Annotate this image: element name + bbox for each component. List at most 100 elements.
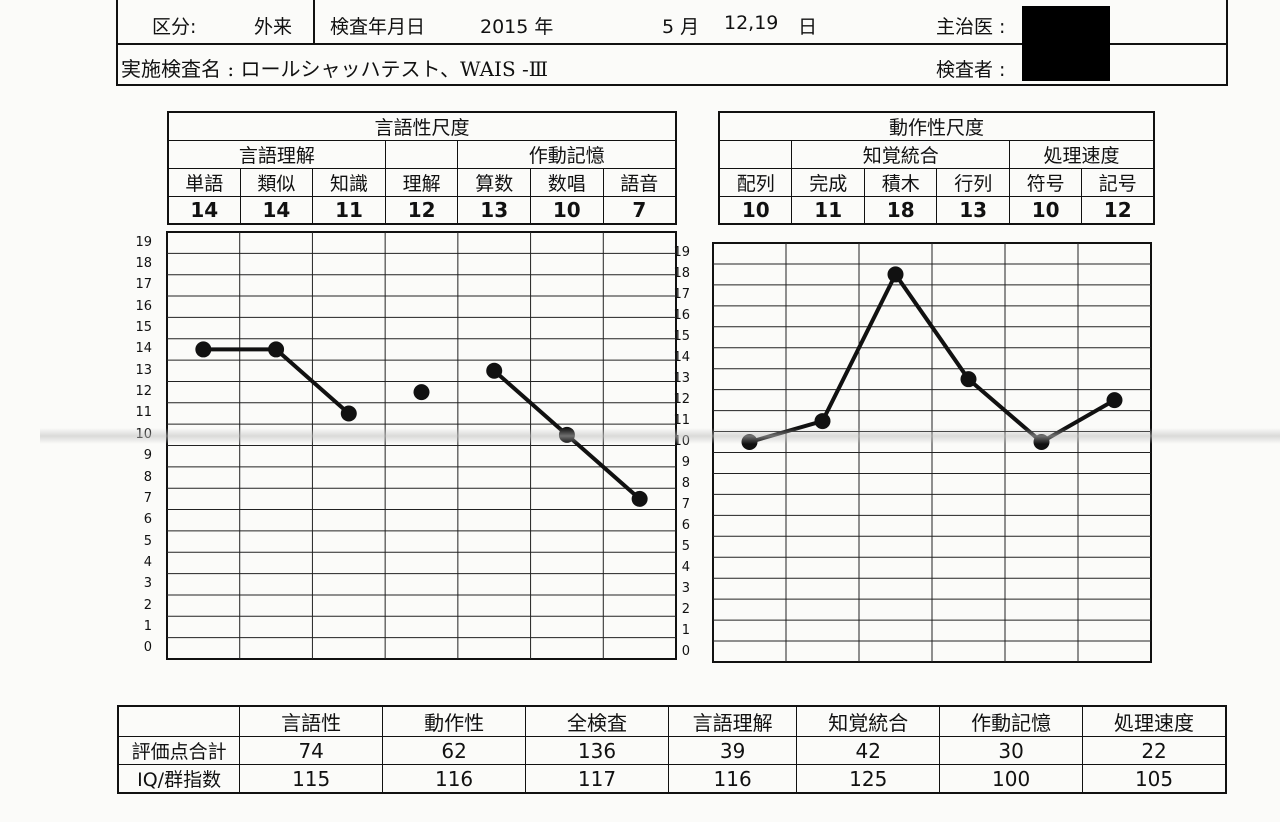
performance-score: 10 bbox=[1008, 196, 1083, 224]
performance-subtest: 符号 bbox=[1008, 168, 1083, 197]
performance-y-tick-label: 17 bbox=[673, 287, 690, 303]
verbal-data-point bbox=[195, 341, 212, 358]
summary-cell: 115 bbox=[239, 764, 384, 794]
verbal-subtest: 理解 bbox=[384, 168, 459, 197]
summary-col-header: 言語理解 bbox=[667, 705, 798, 737]
verbal-y-tick-label: 12 bbox=[135, 384, 152, 400]
performance-y-tick-label: 1 bbox=[681, 622, 690, 638]
verbal-y-tick-label: 4 bbox=[143, 554, 152, 570]
performance-y-tick-label: 12 bbox=[673, 392, 690, 408]
physician-redaction bbox=[1022, 6, 1110, 81]
verbal-y-tick-label: 17 bbox=[135, 277, 152, 293]
verbal-y-tick-label: 9 bbox=[143, 448, 152, 464]
year-value: 2015 年 bbox=[480, 16, 554, 38]
verbal-y-tick-label: 14 bbox=[135, 341, 152, 357]
verbal-y-tick-label: 0 bbox=[143, 640, 152, 656]
performance-y-tick-label: 5 bbox=[681, 538, 690, 554]
verbal-y-tick-label: 18 bbox=[135, 256, 152, 272]
summary-cell: 116 bbox=[382, 764, 527, 794]
verbal-score: 7 bbox=[602, 196, 677, 224]
summary-col-header: 知覚統合 bbox=[796, 705, 941, 737]
kubun-value: 外来 bbox=[254, 16, 293, 38]
summary-cell: 100 bbox=[939, 764, 1084, 794]
verbal-score: 10 bbox=[530, 196, 604, 224]
month-value: 5 月 bbox=[662, 16, 700, 38]
verbal-y-tick-label: 2 bbox=[143, 597, 152, 613]
performance-y-tick-label: 18 bbox=[673, 266, 690, 282]
performance-data-point bbox=[887, 266, 904, 283]
summary-corner bbox=[117, 705, 241, 737]
performance-y-tick-label: 3 bbox=[681, 580, 690, 596]
verbal-score: 14 bbox=[239, 196, 314, 224]
performance-y-tick-label: 13 bbox=[673, 371, 690, 387]
performance-y-tick-label: 14 bbox=[673, 350, 690, 366]
verbal-data-point bbox=[413, 384, 430, 401]
verbal-subtest: 類似 bbox=[239, 168, 314, 197]
summary-row-label: IQ/群指数 bbox=[117, 764, 241, 794]
verbal-y-tick-label: 8 bbox=[143, 469, 152, 485]
performance-data-point bbox=[1106, 392, 1123, 409]
verbal-y-tick-label: 16 bbox=[135, 298, 152, 314]
summary-cell: 62 bbox=[382, 736, 527, 765]
kubun-label: 区分: bbox=[152, 16, 197, 38]
verbal-y-tick-label: 5 bbox=[143, 533, 152, 549]
summary-cell: 42 bbox=[796, 736, 941, 765]
performance-y-tick-label: 19 bbox=[673, 245, 690, 261]
performance-y-tick-label: 7 bbox=[681, 496, 690, 512]
date-label: 検査年月日 bbox=[330, 16, 426, 38]
tests-label: 実施検査名 : ロールシャッハテスト、WAIS -Ⅲ bbox=[121, 57, 549, 81]
verbal-group-empty bbox=[384, 140, 459, 169]
performance-score: 12 bbox=[1081, 196, 1155, 224]
verbal-y-tick-label: 13 bbox=[135, 362, 152, 378]
summary-col-header: 言語性 bbox=[239, 705, 384, 737]
verbal-title: 言語性尺度 bbox=[167, 111, 677, 141]
summary-cell: 105 bbox=[1082, 764, 1227, 794]
days-value: 12,19 bbox=[724, 12, 779, 34]
summary-cell: 125 bbox=[796, 764, 941, 794]
performance-scale-table: 動作性尺度 知覚統合 処理速度 配列 完成 積木 行列 符号 記号 10 11 … bbox=[718, 111, 1155, 225]
physician-label: 主治医 : bbox=[936, 16, 1006, 38]
verbal-score: 14 bbox=[167, 196, 241, 224]
performance-score: 10 bbox=[718, 196, 793, 224]
performance-y-tick-label: 4 bbox=[681, 559, 690, 575]
performance-group-empty bbox=[718, 140, 793, 169]
performance-subtest: 配列 bbox=[718, 168, 793, 197]
performance-y-tick-label: 11 bbox=[673, 413, 690, 429]
verbal-score: 13 bbox=[457, 196, 531, 224]
verbal-y-tick-label: 1 bbox=[143, 618, 152, 634]
examiner-label: 検査者 : bbox=[936, 59, 1006, 81]
performance-y-tick-label: 9 bbox=[681, 454, 690, 470]
header-divider bbox=[116, 43, 1228, 45]
verbal-subtest: 知識 bbox=[312, 168, 386, 197]
performance-group-speed: 処理速度 bbox=[1008, 140, 1155, 169]
verbal-data-point bbox=[340, 405, 357, 422]
performance-y-tick-label: 2 bbox=[681, 601, 690, 617]
summary-cell: 30 bbox=[939, 736, 1084, 765]
performance-y-tick-label: 15 bbox=[673, 329, 690, 345]
verbal-y-tick-label: 3 bbox=[143, 576, 152, 592]
performance-group-perceptual: 知覚統合 bbox=[791, 140, 1010, 169]
performance-subtest: 積木 bbox=[863, 168, 938, 197]
performance-y-tick-label: 6 bbox=[681, 517, 690, 533]
summary-col-header: 全検査 bbox=[525, 705, 669, 737]
summary-cell: 117 bbox=[525, 764, 669, 794]
verbal-group-comprehension: 言語理解 bbox=[167, 140, 386, 169]
summary-row-label: 評価点合計 bbox=[117, 736, 241, 765]
verbal-y-tick-label: 15 bbox=[135, 320, 152, 336]
header-vline-1 bbox=[313, 0, 315, 43]
verbal-data-point bbox=[268, 341, 285, 358]
performance-score: 11 bbox=[791, 196, 865, 224]
summary-cell: 136 bbox=[525, 736, 669, 765]
summary-cell: 22 bbox=[1082, 736, 1227, 765]
performance-data-point bbox=[814, 413, 831, 430]
performance-data-point bbox=[960, 371, 977, 388]
performance-y-tick-label: 8 bbox=[681, 475, 690, 491]
verbal-scale-table: 言語性尺度 言語理解 作動記憶 単語 類似 知識 理解 算数 数唱 語音 14 … bbox=[167, 111, 677, 225]
summary-cell: 116 bbox=[667, 764, 798, 794]
verbal-data-point bbox=[486, 362, 503, 379]
summary-col-header: 処理速度 bbox=[1082, 705, 1227, 737]
verbal-subtest: 単語 bbox=[167, 168, 241, 197]
verbal-score: 12 bbox=[384, 196, 459, 224]
day-unit: 日 bbox=[798, 16, 818, 38]
